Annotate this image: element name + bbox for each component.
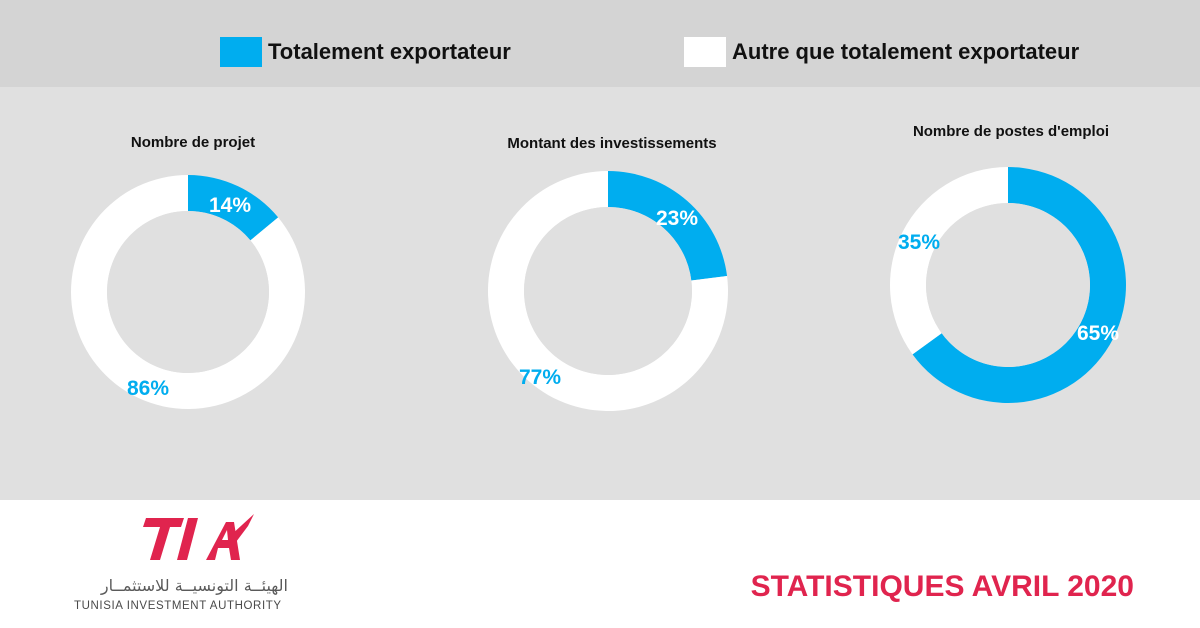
legend-label: Autre que totalement exportateur <box>732 39 1080 64</box>
donut-slice-totalement <box>188 175 279 241</box>
chart-title: Nombre de postes d'emploi <box>913 123 1109 140</box>
donut-hole <box>926 203 1090 367</box>
statistics-title: STATISTIQUES AVRIL 2020 <box>750 570 1134 603</box>
donut-slice-totalement <box>608 171 728 281</box>
logo-arabic-text: الهيئــة التونسيــة للاستثمــار <box>100 576 288 595</box>
donut-slice-autre <box>71 175 306 409</box>
data-label: 14% <box>209 194 251 217</box>
data-label: 35% <box>898 231 940 254</box>
legend-swatch-blue <box>220 37 262 67</box>
legend-item-totalement-exportateur: Totalement exportateur <box>220 36 511 68</box>
chart-area: Nombre de projet 14% 86% Montant des invest… <box>0 87 1200 500</box>
tia-logo: الهيئــة التونسيــة للاستثمــار TUNISIA … <box>60 512 300 612</box>
footer: الهيئــة التونسيــة للاستثمــار TUNISIA … <box>0 500 1200 628</box>
data-label: 65% <box>1077 322 1119 345</box>
donut-slice-autre <box>488 171 729 411</box>
tia-logo-mark <box>143 514 254 560</box>
donut-slice-autre <box>890 167 1008 355</box>
legend-label: Totalement exportateur <box>268 39 511 64</box>
data-label: 23% <box>656 207 698 230</box>
data-label: 77% <box>519 366 561 389</box>
donut-hole <box>107 211 269 373</box>
chart-title: Montant des investissements <box>507 135 716 152</box>
data-label: 86% <box>127 377 169 400</box>
legend-swatch-white <box>684 37 726 67</box>
legend-bar: Totalement exportateur Autre que totalem… <box>0 0 1200 87</box>
donut-charts: Nombre de projet 14% 86% Montant des invest… <box>71 123 1127 411</box>
logo-english-text: TUNISIA INVESTMENT AUTHORITY <box>74 600 282 612</box>
donut-slice-totalement <box>912 167 1127 403</box>
donut-hole <box>524 207 692 375</box>
legend-item-autre: Autre que totalement exportateur <box>684 36 1079 68</box>
chart-title: Nombre de projet <box>131 134 255 151</box>
